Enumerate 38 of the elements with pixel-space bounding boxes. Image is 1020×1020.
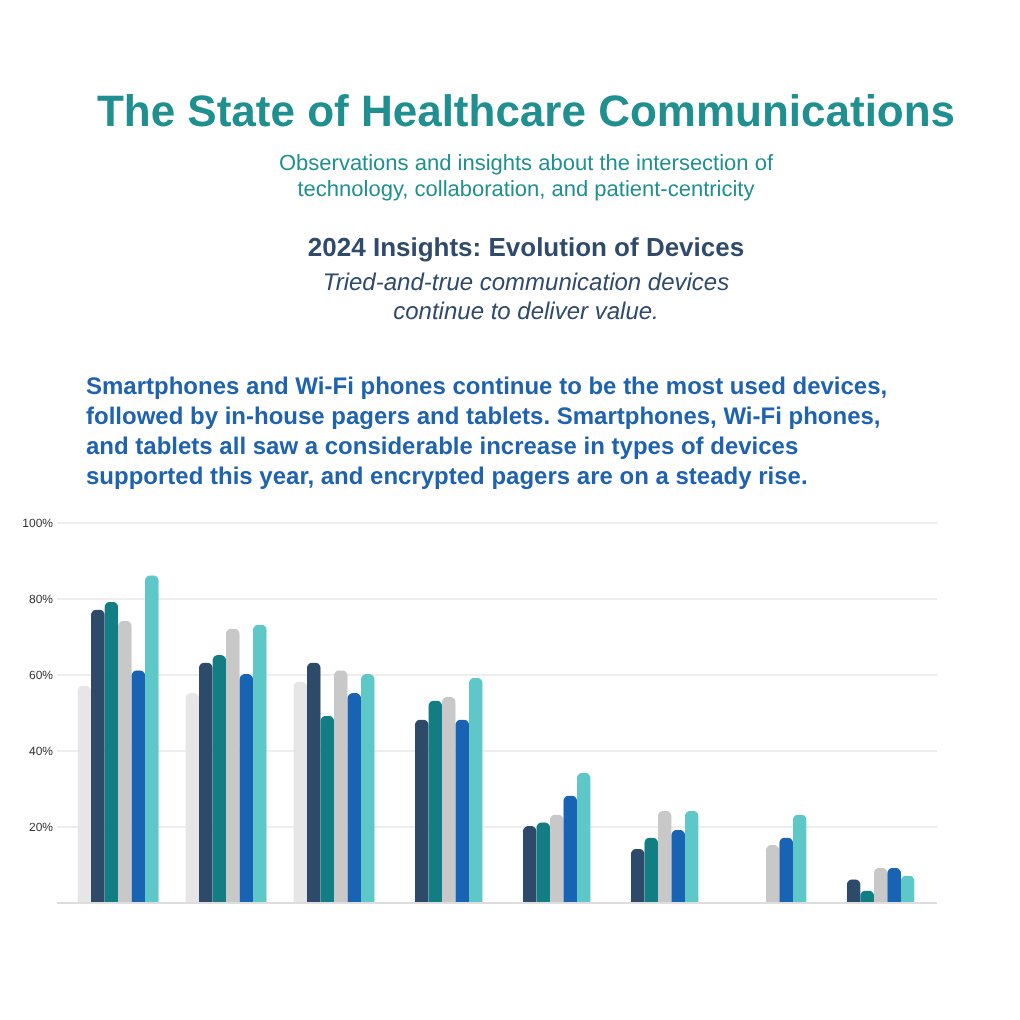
- bar: [684, 810, 699, 902]
- bar: [117, 620, 132, 902]
- bar: [630, 848, 645, 902]
- bar: [90, 609, 105, 902]
- chart-title: The State of Healthcare Communications: [96, 86, 956, 136]
- bar: [360, 674, 375, 902]
- bar: [225, 628, 240, 902]
- bar: [644, 837, 659, 902]
- bar: [252, 624, 267, 902]
- bar: [144, 575, 159, 902]
- bar: [671, 829, 686, 902]
- text: Tried-and-true communication devices continue to deliver value.: [322, 268, 730, 325]
- bar: [104, 601, 119, 902]
- chart-subtitle: Observations and insights about the intersection of technology, collaboration, and patient-centricity: [278, 152, 775, 203]
- bar: [563, 795, 578, 902]
- bar: [576, 772, 591, 902]
- bar: [441, 696, 456, 902]
- bar: [792, 814, 807, 902]
- bar: [779, 837, 794, 902]
- bar: [333, 670, 348, 902]
- bar: [239, 674, 254, 902]
- bar: [414, 719, 429, 902]
- text: Smartphones and Wi-Fi phones continue to be the most used devices, followed by in-house pagers and tablets. Smartphones, Wi-Fi phones, and tablets all saw a considerable increase in types of devices supported this year, and encrypted pagers are on a steady rise.: [86, 372, 888, 490]
- bar: [131, 670, 146, 902]
- bar: [320, 715, 335, 902]
- bar: [455, 719, 470, 902]
- bar: [765, 845, 780, 902]
- bar: [306, 662, 321, 902]
- bar: [468, 677, 483, 902]
- text: 2024 Insights: Evolution of Devices: [307, 232, 745, 262]
- bar: [657, 810, 672, 902]
- bar: [536, 822, 551, 902]
- bar: [347, 693, 362, 902]
- bar: [549, 814, 564, 902]
- bar: [212, 655, 227, 902]
- bar: [198, 662, 213, 902]
- bar: [522, 826, 537, 902]
- bar: [428, 700, 443, 902]
